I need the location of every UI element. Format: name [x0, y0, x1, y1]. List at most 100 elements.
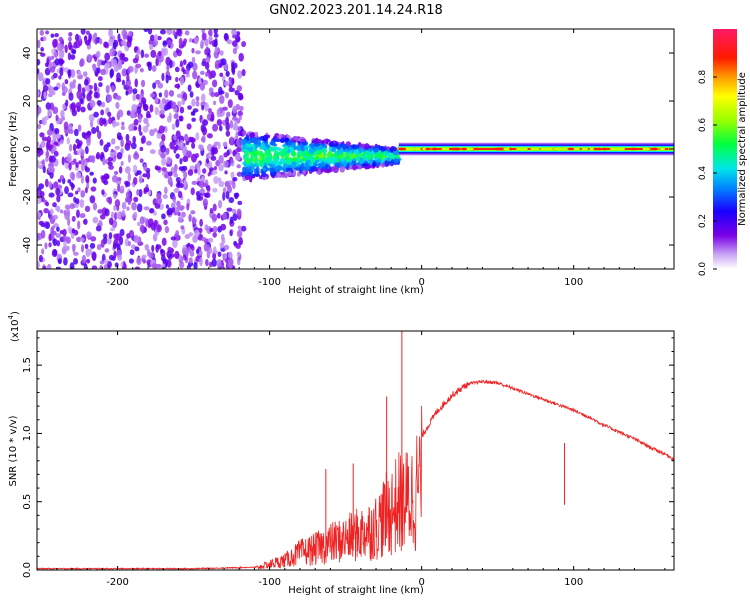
spectrogram-cell — [113, 205, 117, 212]
spectrogram-cell — [128, 123, 134, 132]
spectrogram-cell — [241, 68, 246, 77]
spectrogram-cell — [97, 58, 101, 68]
spectrogram-cell — [140, 79, 146, 88]
spectrogram-cell — [69, 81, 74, 90]
spectrogram-cell — [161, 167, 167, 172]
spectrogram-cell — [207, 29, 213, 36]
spectrogram-cell — [198, 227, 203, 234]
spectrogram-cell — [141, 254, 147, 259]
spectrogram-cell — [384, 160, 390, 167]
spectrogram-cell — [190, 210, 196, 215]
spectrogram-cell — [164, 226, 170, 234]
spectrogram-cell — [144, 53, 149, 58]
spectrogram-cell — [218, 164, 224, 172]
spectrogram-cell — [42, 265, 47, 269]
svg-text:(x104): (x104) — [7, 311, 21, 342]
spectrogram-cell — [46, 58, 50, 66]
spectrogram-ytick-label: 0 — [22, 146, 33, 152]
spectrogram-cell — [80, 175, 84, 184]
spectrogram-cell — [191, 153, 197, 163]
spectrogram-cell — [232, 34, 238, 39]
spectrogram-cell — [162, 40, 168, 46]
spectrogram-cell — [201, 236, 207, 242]
spectrogram-cell — [314, 155, 320, 160]
spectrogram-cell — [143, 104, 149, 112]
spectrogram-cell — [160, 144, 167, 153]
spectrogram-cell — [236, 229, 243, 238]
spectrogram-cell — [134, 266, 141, 269]
spectrogram-cell — [167, 39, 173, 47]
spectrogram-cell — [154, 96, 159, 105]
spectrogram-cell — [126, 74, 130, 82]
spectrogram-cell — [343, 160, 347, 168]
spectrogram-cell — [127, 240, 131, 247]
spectrogram-cell — [191, 217, 197, 225]
spectrogram-cell — [195, 132, 200, 141]
spectrogram-cell — [187, 169, 194, 176]
spectrogram-cell — [155, 244, 159, 253]
spectrogram-cell — [448, 147, 458, 151]
spectrogram-cell — [201, 126, 208, 136]
spectrogram-cell — [236, 251, 241, 257]
spectrogram-cell — [91, 251, 97, 261]
spectrogram-cell — [175, 153, 180, 159]
spectrogram-cell — [175, 144, 179, 151]
spectrogram-cell — [474, 147, 480, 151]
spectrogram-cell — [80, 244, 85, 253]
spectrogram-cell — [213, 33, 219, 38]
spectrogram-cell — [164, 186, 168, 195]
spectrogram-cell — [165, 204, 169, 209]
spectrogram-cell — [182, 156, 189, 163]
spectrogram-cell — [117, 254, 123, 261]
spectrogram-cell — [44, 242, 48, 250]
spectrogram-cell — [581, 147, 589, 151]
spectrogram-cell — [116, 211, 121, 220]
spectrogram-cell — [110, 227, 116, 232]
spectrogram-cell — [204, 192, 211, 199]
spectrogram-cell — [232, 213, 238, 221]
spectrogram-cell — [106, 94, 113, 103]
spectrogram-cell — [39, 132, 45, 138]
spectrogram-cell — [93, 91, 99, 99]
spectrogram-cell — [101, 175, 107, 184]
spectrogram-cell — [107, 161, 113, 166]
spectrogram-cell — [292, 168, 296, 176]
spectrogram-cell — [205, 259, 209, 267]
colorbar-gradient — [713, 29, 737, 269]
spectrogram-ytick-label: -20 — [22, 189, 33, 205]
spectrogram-cell — [297, 154, 302, 158]
spectrogram-cell — [162, 257, 166, 264]
spectrogram-cell — [227, 99, 233, 108]
spectrogram-cell — [119, 185, 125, 193]
spectrogram-cell — [87, 54, 93, 63]
spectrogram-cell — [248, 140, 252, 144]
spectrogram-cell — [211, 169, 218, 175]
spectrogram-cell — [237, 70, 243, 79]
spectrogram-cell — [334, 161, 341, 168]
spectrogram-cell — [186, 264, 191, 269]
spectrogram-cell — [166, 63, 170, 72]
spectrogram-cell — [229, 216, 234, 225]
spectrogram-cell — [139, 67, 144, 73]
spectrogram-cell — [155, 57, 159, 67]
spectrogram-cell — [165, 74, 169, 84]
spectrogram-cell — [205, 71, 209, 77]
snr-ytick-label: 0.5 — [22, 494, 33, 510]
spectrogram-cell — [520, 147, 529, 151]
spectrogram-cell — [184, 133, 189, 142]
spectrogram-cell — [210, 111, 215, 120]
spectrogram-cell — [65, 209, 71, 217]
spectrogram-cell — [67, 128, 74, 135]
spectrogram-cell — [234, 193, 239, 200]
spectrogram-cell — [56, 226, 60, 232]
spectrogram-cell — [132, 135, 137, 144]
spectrogram-cell — [218, 90, 225, 95]
spectrogram-cell — [71, 49, 77, 55]
spectrogram-cell — [191, 117, 196, 122]
spectrogram-cell — [544, 147, 554, 151]
spectrogram-cell — [71, 183, 75, 189]
spectrogram-cell — [73, 258, 79, 265]
spectrogram-cell — [86, 138, 91, 147]
spectrogram-cell — [167, 101, 172, 110]
spectrogram-cell — [278, 133, 282, 140]
